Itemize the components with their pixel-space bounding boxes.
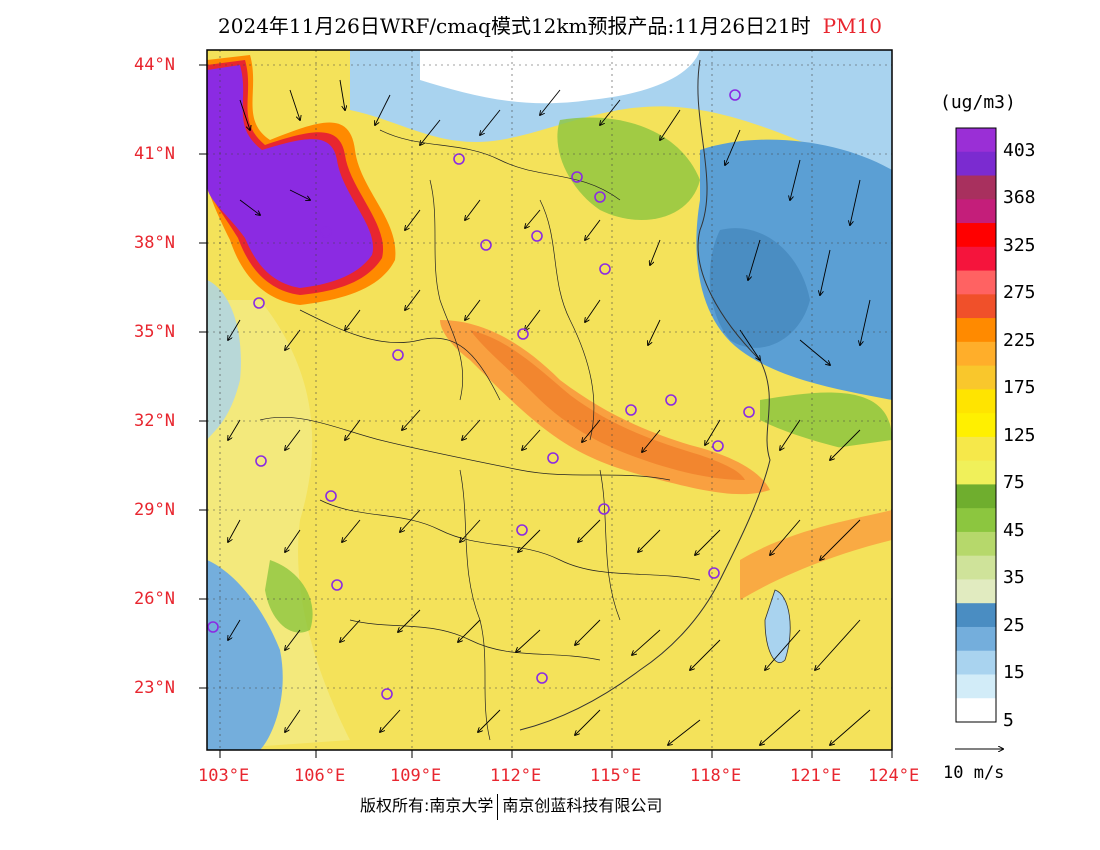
title-species: PM10	[822, 14, 882, 38]
wind-vectors	[228, 79, 871, 745]
footer-separator	[497, 793, 499, 820]
lon-label-103: 103°E	[198, 766, 250, 786]
lon-label-115: 115°E	[590, 766, 642, 786]
coastline	[519, 59, 771, 731]
colorbar-swatch	[956, 698, 996, 723]
colorbar-label: 5	[1003, 710, 1014, 731]
lat-label-38: 38°N	[134, 233, 175, 253]
colorbar-swatch	[956, 294, 996, 319]
lon-label-106: 106°E	[294, 766, 346, 786]
map-frame	[206, 49, 893, 751]
reference-vector-label: 10 m/s	[943, 763, 1005, 783]
colorbar-swatch	[956, 246, 996, 272]
west-blue-region	[207, 280, 241, 440]
north-green-region	[557, 117, 700, 220]
colorbar-swatch	[956, 413, 996, 438]
colorbar-frame	[955, 127, 997, 723]
southwest-blue-region	[207, 560, 283, 750]
city-markers	[207, 89, 755, 700]
east-sea-yellow	[700, 440, 892, 750]
colorbar-swatch	[956, 199, 996, 224]
colorbar-unit: (ug/m3)	[940, 92, 1016, 113]
colorbar-swatch	[956, 318, 996, 343]
lat-label-26: 26°N	[134, 589, 175, 609]
colorbar	[955, 127, 997, 723]
lon-label-118: 118°E	[690, 766, 742, 786]
axis-ticks	[199, 64, 893, 758]
colorbar-swatch	[956, 555, 996, 580]
colorbar-swatch	[956, 508, 996, 533]
colorbar-label: 25	[1003, 614, 1025, 636]
central-dark-orange	[470, 330, 745, 480]
colorbar-swatch	[956, 603, 996, 628]
north-white-region	[420, 50, 700, 104]
colorbar-swatch	[956, 341, 996, 367]
colorbar-label: 45	[1003, 519, 1025, 541]
colorbar-swatch	[956, 531, 996, 557]
colorbar-swatch	[956, 579, 996, 604]
lat-label-35: 35°N	[134, 322, 175, 342]
map-title: 2024年11月26日WRF/cmaq模式12km预报产品:11月26日21时 P…	[0, 10, 1100, 39]
lat-label-32: 32°N	[134, 411, 175, 431]
sea-dark-blue	[709, 228, 810, 348]
lat-label-41: 41°N	[134, 144, 175, 164]
colorbar-swatch	[956, 650, 996, 675]
lon-label-121: 121°E	[790, 766, 842, 786]
taiwan-island	[764, 589, 791, 663]
lon-label-124: 124°E	[868, 766, 920, 786]
colorbar-swatch	[956, 626, 996, 652]
lon-label-109: 109°E	[390, 766, 442, 786]
graticule	[207, 50, 892, 750]
colorbar-swatch	[956, 484, 996, 509]
map-area	[207, 50, 892, 750]
lon-label-112: 112°E	[490, 766, 542, 786]
sea-green-band	[760, 392, 892, 460]
colorbar-label: 175	[1003, 377, 1036, 399]
colorbar-label: 75	[1003, 472, 1025, 494]
east-sea-orange-band	[740, 510, 892, 600]
colorbar-swatch	[956, 365, 996, 390]
colorbar-swatch	[956, 223, 996, 248]
colorbar-label: 225	[1003, 329, 1036, 351]
copyright-footer: 版权所有:南京大学 南京创蓝科技有限公司	[360, 792, 662, 820]
colorbar-swatch	[956, 270, 996, 295]
title-text: 2024年11月26日WRF/cmaq模式12km预报产品:11月26日21时	[218, 14, 811, 38]
colorbar-label: 15	[1003, 662, 1025, 684]
colorbar-swatch	[956, 674, 996, 699]
colorbar-swatch	[956, 151, 996, 177]
lat-label-23: 23°N	[134, 678, 175, 698]
colorbar-swatch	[956, 436, 996, 462]
colorbar-swatch	[956, 175, 996, 200]
colorbar-label: 368	[1003, 187, 1036, 209]
lat-label-29: 29°N	[134, 500, 175, 520]
southwest-green-patch	[265, 560, 313, 633]
colorbar-label: 325	[1003, 234, 1036, 256]
colorbar-label: 125	[1003, 424, 1036, 446]
colorbar-swatch	[956, 128, 996, 153]
colorbar-label: 35	[1003, 567, 1025, 589]
province-boundaries	[259, 129, 701, 741]
footer-right: 南京创蓝科技有限公司	[502, 796, 663, 815]
colorbar-swatch	[956, 460, 996, 485]
colorbar-label: 403	[1003, 139, 1036, 161]
colorbar-label: 275	[1003, 282, 1036, 304]
footer-left: 版权所有:南京大学	[360, 796, 494, 815]
colorbar-swatch	[956, 389, 996, 414]
lat-label-44: 44°N	[134, 55, 175, 75]
